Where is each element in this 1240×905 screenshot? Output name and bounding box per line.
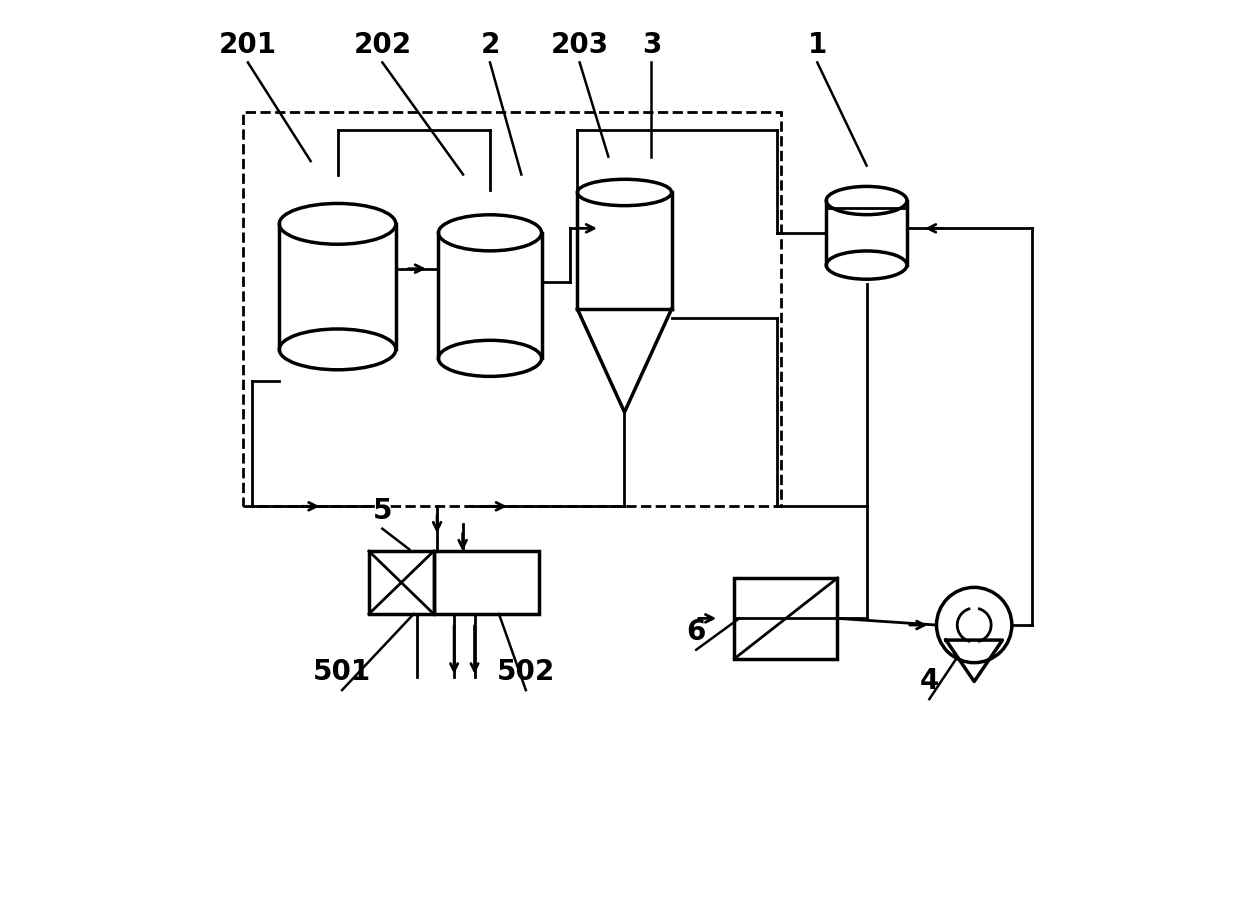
Text: 502: 502 bbox=[497, 658, 556, 686]
Text: 203: 203 bbox=[551, 31, 609, 59]
Text: 4: 4 bbox=[920, 667, 939, 695]
Text: 6: 6 bbox=[687, 618, 706, 646]
Bar bbox=[243, 111, 781, 506]
Text: 5: 5 bbox=[373, 497, 392, 525]
Text: 3: 3 bbox=[641, 31, 661, 59]
Text: 1: 1 bbox=[807, 31, 827, 59]
Text: 2: 2 bbox=[480, 31, 500, 59]
Bar bbox=[370, 551, 434, 614]
Text: 201: 201 bbox=[219, 31, 277, 59]
Text: 202: 202 bbox=[353, 31, 412, 59]
Bar bbox=[734, 578, 837, 659]
Text: 501: 501 bbox=[312, 658, 371, 686]
Bar bbox=[434, 551, 539, 614]
